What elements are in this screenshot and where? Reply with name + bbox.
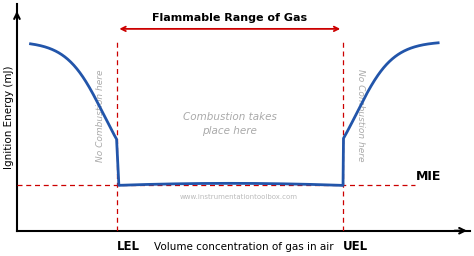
Text: No Combustion here: No Combustion here — [96, 69, 105, 162]
Text: UEL: UEL — [343, 240, 368, 253]
Y-axis label: Ignition Energy (mJ): Ignition Energy (mJ) — [4, 66, 14, 169]
Text: Flammable Range of Gas: Flammable Range of Gas — [152, 13, 307, 23]
Text: LEL: LEL — [117, 240, 139, 253]
Text: MIE: MIE — [416, 170, 441, 183]
Text: www.instrumentationtoolbox.com: www.instrumentationtoolbox.com — [180, 194, 298, 200]
Text: Combustion takes
place here: Combustion takes place here — [183, 112, 277, 136]
Text: No Combustion here: No Combustion here — [356, 69, 365, 162]
X-axis label: Volume concentration of gas in air: Volume concentration of gas in air — [154, 242, 333, 252]
